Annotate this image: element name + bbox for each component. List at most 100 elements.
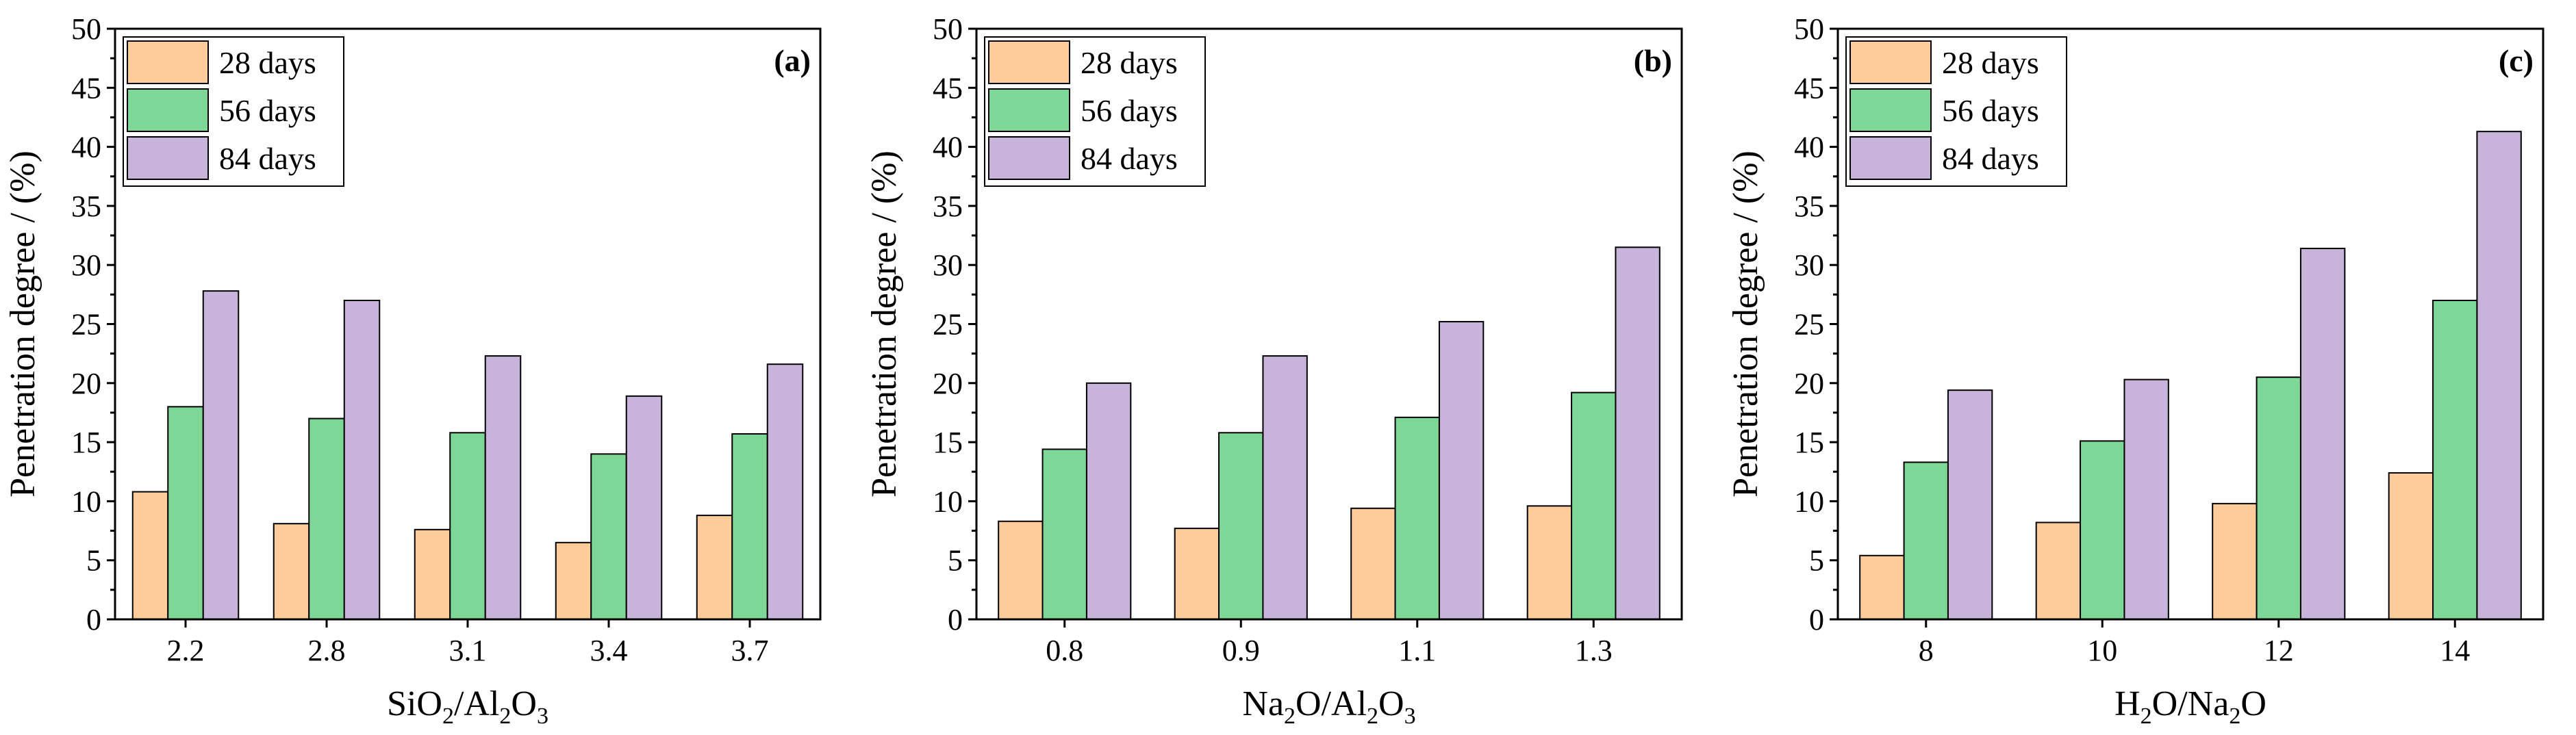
y-tick-label: 30 xyxy=(1794,248,1824,282)
bar-56-days-12 xyxy=(2256,376,2301,620)
bar-84-days-3.4 xyxy=(625,395,663,620)
x-tick-label: 3.7 xyxy=(731,634,769,667)
bar-84-days-12 xyxy=(2299,248,2346,620)
bar-28-days-2.2 xyxy=(131,491,169,620)
y-tick-label: 25 xyxy=(1794,308,1824,341)
y-tick-label: 30 xyxy=(933,248,963,282)
y-tick-label: 10 xyxy=(933,485,963,518)
legend-swatch xyxy=(988,40,1070,84)
y-tick-label: 25 xyxy=(71,308,101,341)
y-tick-label: 20 xyxy=(71,367,101,400)
bar-28-days-0.8 xyxy=(998,520,1044,620)
y-tick-label: 40 xyxy=(933,131,963,164)
y-tick-label: 25 xyxy=(933,308,963,341)
x-tick-label: 12 xyxy=(2264,634,2294,667)
x-tick-label: 8 xyxy=(1919,634,1934,667)
x-tick-label: 2.2 xyxy=(167,634,205,667)
y-tick-label: 40 xyxy=(71,131,101,164)
bar-56-days-3.7 xyxy=(731,433,768,620)
bar-28-days-3.4 xyxy=(555,541,592,620)
y-tick-label: 50 xyxy=(1794,12,1824,46)
legend-label: 84 days xyxy=(219,141,316,176)
y-tick-label: 20 xyxy=(1794,367,1824,400)
y-tick-label: 35 xyxy=(933,190,963,223)
legend-swatch xyxy=(988,88,1070,132)
bar-84-days-3.7 xyxy=(766,363,804,621)
y-tick-label: 5 xyxy=(86,544,101,578)
x-axis-title: H2O/Na2O xyxy=(2114,684,2266,729)
legend-label: 28 days xyxy=(219,45,316,80)
y-tick-label: 0 xyxy=(86,603,101,636)
bar-28-days-2.8 xyxy=(273,523,310,620)
legend-label: 56 days xyxy=(1081,93,1178,128)
y-tick-label: 35 xyxy=(71,190,101,223)
y-tick-label: 10 xyxy=(1794,485,1824,518)
legend-swatch xyxy=(127,40,209,84)
bar-56-days-8 xyxy=(1903,461,1949,621)
legend-swatch xyxy=(1849,136,1932,180)
y-tick-label: 15 xyxy=(933,426,963,459)
y-tick-label: 45 xyxy=(933,71,963,105)
y-tick-label: 50 xyxy=(933,12,963,46)
legend-swatch xyxy=(988,136,1070,180)
bar-84-days-0.8 xyxy=(1085,382,1132,620)
panel-c: 0 5 10 15 20 25 30 35 40 45 50 8 10 12 14 H2O/Na2O Penet… xyxy=(1726,12,2545,729)
bar-84-days-14 xyxy=(2476,131,2522,621)
x-axis-title: Na2O/Al2O3 xyxy=(1242,684,1415,729)
bar-28-days-3.7 xyxy=(696,515,733,620)
y-tick-label: 20 xyxy=(933,367,963,400)
x-tick-label: 3.1 xyxy=(449,634,487,667)
y-tick-label: 0 xyxy=(1809,603,1824,636)
bar-28-days-10 xyxy=(2035,521,2082,621)
y-tick-label: 0 xyxy=(948,603,963,636)
y-axis-title: Penetration degree / (%) xyxy=(1726,151,1765,498)
x-tick-label: 0.8 xyxy=(1046,634,1083,667)
bar-28-days-8 xyxy=(1859,554,1905,621)
panel-a: 0 5 10 15 20 25 30 35 40 45 50 2.2 2.8 3.1 3.4 3.7 SiO2/… xyxy=(3,12,822,729)
bar-84-days-0.9 xyxy=(1262,355,1308,620)
legend: 28 days 56 days 84 days xyxy=(984,36,1206,187)
y-tick-label: 15 xyxy=(71,426,101,459)
bar-56-days-2.8 xyxy=(308,417,345,621)
bar-28-days-1.3 xyxy=(1526,505,1573,621)
panel-b: 0 5 10 15 20 25 30 35 40 45 50 0.8 0.9 1.1 1.3 Na2O/Al2… xyxy=(865,12,1683,729)
bar-56-days-14 xyxy=(2432,299,2478,620)
x-tick-label: 1.3 xyxy=(1575,634,1613,667)
bar-84-days-2.2 xyxy=(202,290,240,620)
y-tick-label: 5 xyxy=(948,544,963,578)
panel-label: (b) xyxy=(1634,43,1672,78)
y-tick-label: 30 xyxy=(71,248,101,282)
legend-label: 28 days xyxy=(1942,45,2039,80)
x-tick-label: 3.4 xyxy=(590,634,628,667)
bar-56-days-3.4 xyxy=(590,453,627,620)
bar-28-days-3.1 xyxy=(414,528,451,620)
bar-28-days-1.1 xyxy=(1350,507,1396,620)
panel-label: (c) xyxy=(2499,43,2534,78)
bar-84-days-1.3 xyxy=(1615,246,1660,620)
bar-56-days-0.9 xyxy=(1218,432,1264,620)
legend-swatch xyxy=(1849,40,1932,84)
y-tick-label: 40 xyxy=(1794,131,1824,164)
bar-28-days-14 xyxy=(2388,472,2434,621)
legend-label: 28 days xyxy=(1081,45,1178,80)
x-tick-label: 10 xyxy=(2087,634,2117,667)
y-tick-label: 45 xyxy=(71,71,101,105)
bar-28-days-0.9 xyxy=(1174,528,1220,621)
bar-84-days-2.8 xyxy=(343,299,381,620)
legend-swatch xyxy=(1849,88,1932,132)
y-tick-label: 5 xyxy=(1809,544,1824,578)
legend-label: 84 days xyxy=(1081,141,1178,176)
y-tick-label: 35 xyxy=(1794,190,1824,223)
y-axis-title: Penetration degree / (%) xyxy=(3,151,42,498)
y-axis-title: Penetration degree / (%) xyxy=(865,151,904,498)
x-tick-label: 2.8 xyxy=(308,634,346,667)
x-axis-title: SiO2/Al2O3 xyxy=(387,684,548,729)
bar-84-days-10 xyxy=(2123,378,2169,620)
x-tick-label: 1.1 xyxy=(1398,634,1436,667)
bar-56-days-0.8 xyxy=(1041,448,1087,620)
bar-56-days-1.1 xyxy=(1394,416,1440,620)
y-tick-label: 45 xyxy=(1794,71,1824,105)
legend-swatch xyxy=(127,136,209,180)
bar-28-days-12 xyxy=(2212,502,2258,620)
